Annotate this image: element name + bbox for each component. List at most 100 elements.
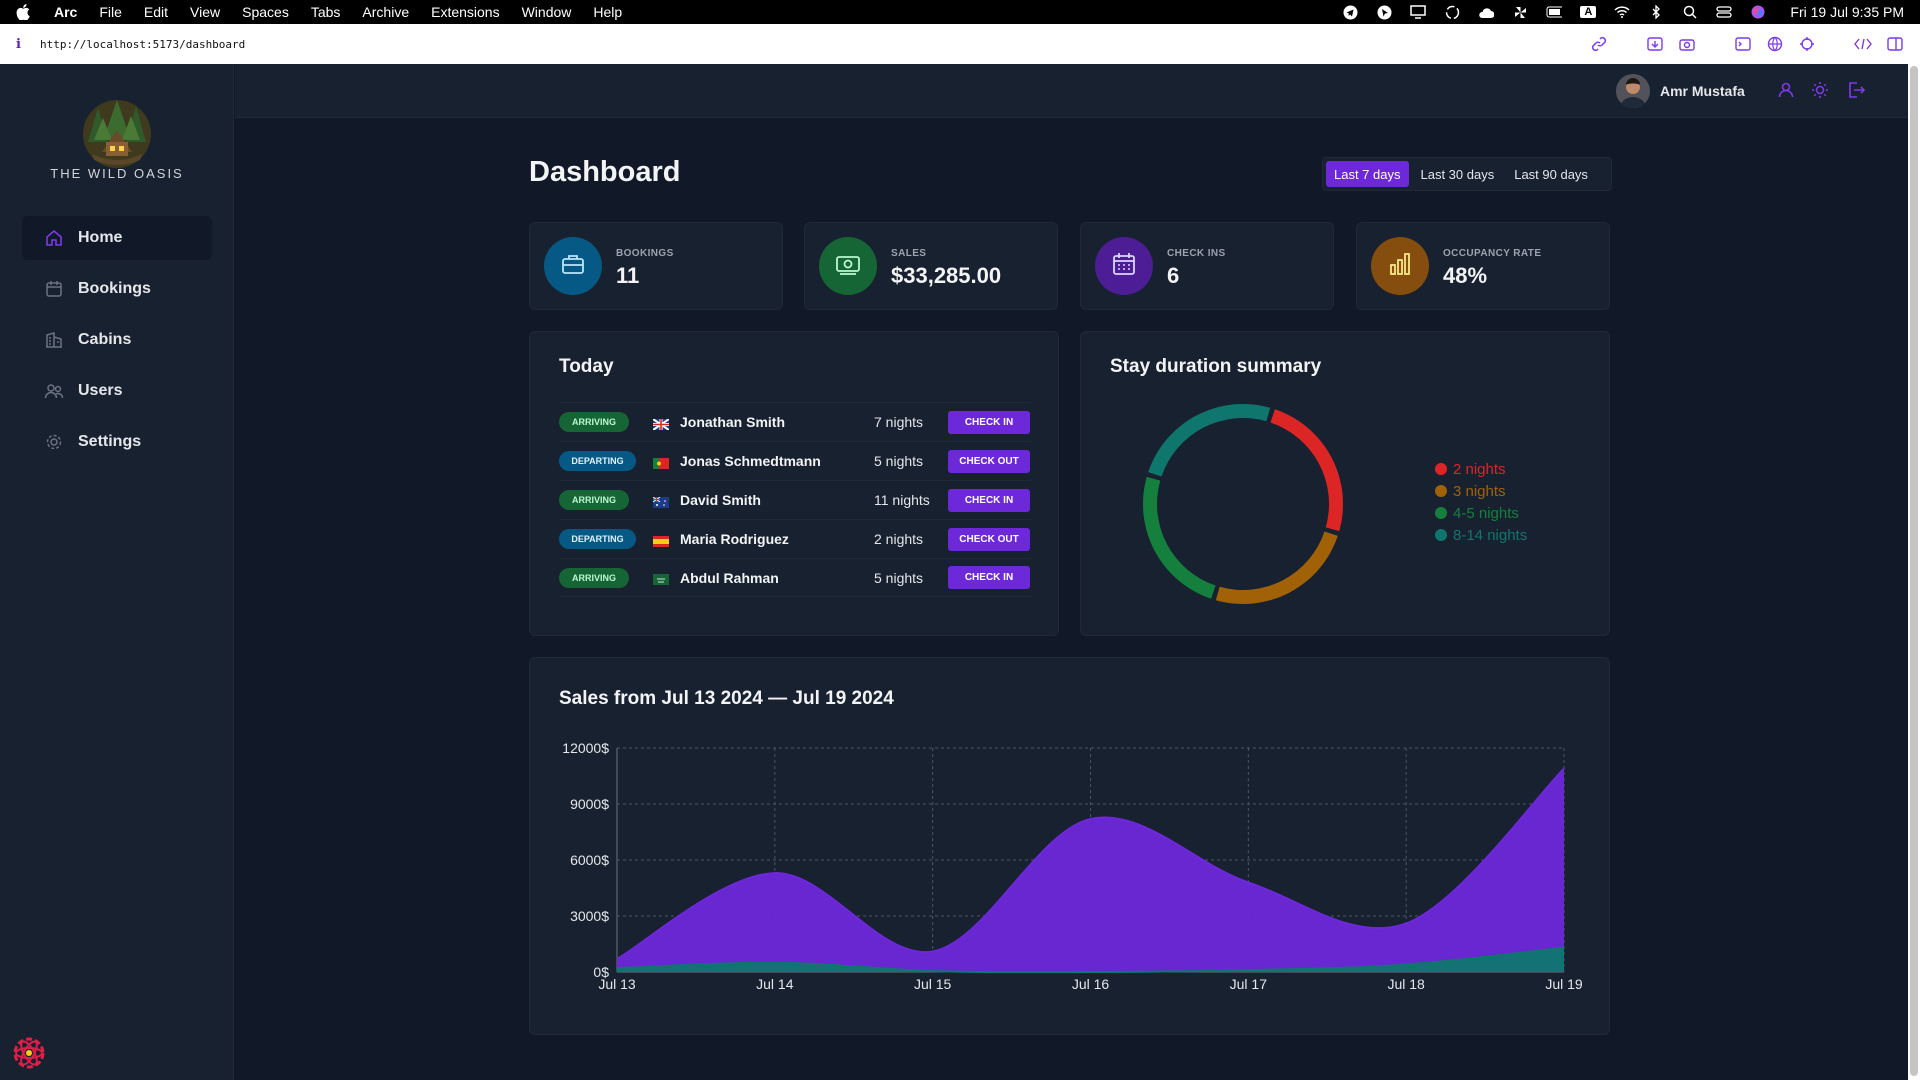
input-source-badge[interactable]: A xyxy=(1580,5,1597,19)
address-bar: i http://localhost:5173/dashboard xyxy=(0,24,1920,64)
filter-last-30-days[interactable]: Last 30 days xyxy=(1420,166,1495,182)
menu-file[interactable]: File xyxy=(99,4,122,20)
guest-nights: 5 nights xyxy=(874,453,924,469)
list-item: ARRIVING Abdul Rahman 5 nights CHECK IN xyxy=(559,558,1031,597)
series-area xyxy=(617,947,1564,973)
wifi-icon[interactable] xyxy=(1614,5,1630,19)
x-tick-label: Jul 17 xyxy=(1230,976,1268,992)
control-center-icon[interactable] xyxy=(1716,5,1733,19)
menu-tray: A Fri 19 Jul 9:35 PM xyxy=(1342,4,1904,20)
pinwheel-icon[interactable] xyxy=(1512,5,1528,19)
sidebar-nav: Home Bookings Cabins Users Settings xyxy=(22,216,212,471)
today-list: ARRIVING Jonathan Smith 7 nights CHECK I… xyxy=(559,402,1031,597)
guest-name: Maria Rodriguez xyxy=(680,531,789,547)
stat-icon-circle xyxy=(1095,237,1153,295)
list-item: DEPARTING Jonas Schmedtmann 5 nights CHE… xyxy=(559,441,1031,480)
sales-card: Sales from Jul 13 2024 — Jul 19 2024 0$ 3… xyxy=(529,657,1610,1035)
telegram-icon[interactable] xyxy=(1342,5,1358,19)
app-root: THE WILD OASIS Home Bookings Cabins User… xyxy=(0,64,1908,1080)
sync-icon[interactable] xyxy=(1444,5,1460,19)
legend-label: 8-14 nights xyxy=(1453,526,1528,544)
stay-duration-title: Stay duration summary xyxy=(1110,356,1322,377)
stay-duration-donut xyxy=(1143,404,1343,604)
screen-share-icon[interactable] xyxy=(1410,5,1427,19)
copy-link-icon[interactable] xyxy=(1590,35,1608,53)
sidebar-item-home[interactable]: Home xyxy=(22,216,212,260)
site-info-icon[interactable]: i xyxy=(16,36,21,52)
check-out-button[interactable]: CHECK OUT xyxy=(948,527,1030,551)
logout-icon[interactable] xyxy=(1846,80,1866,100)
check-in-button[interactable]: CHECK IN xyxy=(948,566,1030,589)
stat-label: OCCUPANCY RATE xyxy=(1443,248,1542,259)
scrollbar-track[interactable] xyxy=(1908,64,1920,1080)
legend-item: 8-14 nights xyxy=(1435,524,1527,546)
menu-app-name[interactable]: Arc xyxy=(54,4,78,20)
menu-spaces[interactable]: Spaces xyxy=(242,4,289,20)
stay-duration-card: Stay duration summary 2 nights 3 nights 4-… xyxy=(1080,331,1610,636)
url-field[interactable]: http://localhost:5173/dashboard xyxy=(40,37,246,51)
filter-last-7-days[interactable]: Last 7 days xyxy=(1326,161,1409,187)
menu-extensions[interactable]: Extensions xyxy=(431,4,500,20)
menu-view[interactable]: View xyxy=(190,4,221,20)
status-badge: DEPARTING xyxy=(559,451,636,471)
sidebar-item-users[interactable]: Users xyxy=(22,369,212,413)
code-icon[interactable] xyxy=(1854,35,1872,53)
sidebar-item-bookings[interactable]: Bookings xyxy=(22,267,212,311)
sidebar-item-cabins[interactable]: Cabins xyxy=(22,318,212,362)
legend-dot xyxy=(1435,463,1447,475)
capture-icon[interactable] xyxy=(1646,35,1664,53)
stat-value: $33,285.00 xyxy=(891,263,1002,288)
status-badge: ARRIVING xyxy=(559,490,629,510)
briefcase-icon xyxy=(559,250,587,283)
scrollbar-thumb[interactable] xyxy=(1910,66,1918,1076)
stat-occupancy: OCCUPANCY RATE 48% xyxy=(1356,222,1610,310)
status-badge: ARRIVING xyxy=(559,412,629,432)
globe-icon[interactable] xyxy=(1766,35,1784,53)
user-icon[interactable] xyxy=(1776,80,1796,100)
cloud-icon[interactable] xyxy=(1478,5,1495,19)
check-in-button[interactable]: CHECK IN xyxy=(948,410,1030,434)
sales-area-chart: 0$ 3000$ 6000$ 9000$ 12000$ Jul 13 Jul 14 Jul 1… xyxy=(562,740,1583,992)
menu-tabs[interactable]: Tabs xyxy=(310,4,341,20)
menu-help[interactable]: Help xyxy=(593,4,623,20)
check-in-button[interactable]: CHECK IN xyxy=(948,488,1030,512)
split-view-icon[interactable] xyxy=(1886,35,1904,53)
filter-last-90-days[interactable]: Last 90 days xyxy=(1514,166,1588,182)
sun-icon[interactable] xyxy=(1810,80,1830,100)
guest-nights: 2 nights xyxy=(874,531,924,547)
menu-edit[interactable]: Edit xyxy=(143,4,169,20)
siri-icon[interactable] xyxy=(1750,5,1766,19)
check-out-button[interactable]: CHECK OUT xyxy=(948,449,1030,473)
stat-icon-circle xyxy=(819,237,877,295)
bluetooth-icon[interactable] xyxy=(1648,5,1664,19)
guest-nights: 7 nights xyxy=(874,414,924,430)
today-title: Today xyxy=(559,356,614,377)
x-tick-label: Jul 19 xyxy=(1545,976,1583,992)
guest-nights: 5 nights xyxy=(874,569,924,586)
sidebar-item-settings[interactable]: Settings xyxy=(22,420,212,464)
menu-window[interactable]: Window xyxy=(521,4,572,20)
extensions-icon[interactable] xyxy=(1798,35,1816,53)
sidebar-item-label: Cabins xyxy=(78,331,132,348)
status-badge: ARRIVING xyxy=(559,567,629,588)
avatar[interactable] xyxy=(1616,74,1650,108)
menu-archive[interactable]: Archive xyxy=(362,4,410,20)
apple-icon[interactable] xyxy=(16,4,32,20)
menu-clock[interactable]: Fri 19 Jul 9:35 PM xyxy=(1790,4,1904,20)
camera-icon[interactable] xyxy=(1678,35,1696,53)
console-icon[interactable] xyxy=(1734,35,1752,53)
stat-bookings: BOOKINGS 11 xyxy=(529,222,783,310)
react-query-devtools-icon[interactable] xyxy=(12,1036,46,1070)
stat-value: 48% xyxy=(1443,263,1488,288)
page-title: Dashboard xyxy=(529,156,681,188)
calendar-days-icon xyxy=(1110,250,1138,283)
legend-dot xyxy=(1435,529,1447,541)
users-icon xyxy=(44,381,64,401)
flag-es-icon xyxy=(653,534,669,547)
search-icon[interactable] xyxy=(1682,5,1698,19)
y-tick-label: 12000$ xyxy=(562,740,609,756)
banknotes-icon xyxy=(834,250,862,283)
wild-oasis-logo[interactable] xyxy=(74,90,160,176)
flag-sa-icon xyxy=(653,572,669,585)
cursor-app-icon[interactable] xyxy=(1376,5,1392,19)
